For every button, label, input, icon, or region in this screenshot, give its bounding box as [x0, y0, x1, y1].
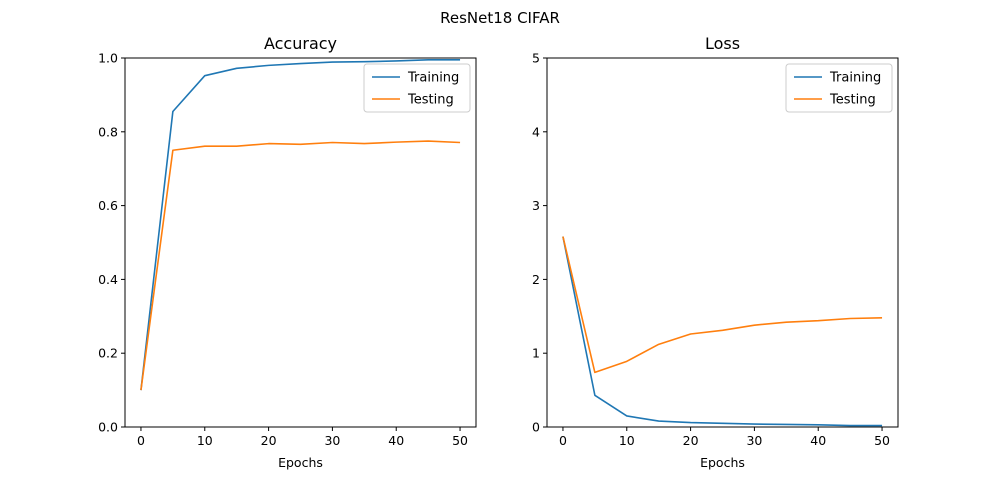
y-tick-label: 0.8 [98, 124, 118, 139]
x-tick-label: 20 [261, 433, 277, 448]
y-tick-label: 5 [532, 51, 540, 66]
legend-label-training: Training [829, 71, 881, 86]
legend: Training Testing [363, 63, 471, 113]
x-tick-label: 0 [559, 433, 567, 448]
axes-frame [124, 57, 477, 428]
legend-label-testing: Testing [829, 93, 876, 108]
y-tick-label: 0.4 [98, 272, 118, 287]
axes-frame [546, 57, 899, 428]
series-line-testing [562, 236, 883, 374]
subplot-loss: Loss 0 10 20 30 40 50 0 1 2 3 4 5 Epochs Training Testi… [532, 34, 899, 470]
y-tick-label: 0.0 [98, 420, 118, 435]
legend-label-training: Training [407, 71, 459, 86]
x-tick-label: 30 [746, 433, 762, 448]
x-tick-label: 40 [388, 433, 404, 448]
y-tick-label: 0.6 [98, 198, 118, 213]
x-tick-label: 30 [324, 433, 340, 448]
x-tick-label: 20 [683, 433, 699, 448]
x-tick-label: 0 [137, 433, 145, 448]
axes-title: Accuracy [264, 34, 337, 53]
x-tick-label: 10 [619, 433, 635, 448]
x-tick-label: 40 [810, 433, 826, 448]
figure-suptitle: ResNet18 CIFAR [440, 9, 560, 27]
series-line-testing [140, 140, 461, 391]
x-tick-label: 10 [197, 433, 213, 448]
axes-title: Loss [705, 34, 740, 53]
y-tick-label: 0.2 [98, 346, 118, 361]
x-axis-label: Epochs [278, 455, 323, 470]
x-tick-label: 50 [874, 433, 890, 448]
y-tick-label: 3 [532, 198, 540, 213]
y-tick-label: 1 [532, 346, 540, 361]
y-tick-label: 2 [532, 272, 540, 287]
legend-label-testing: Testing [407, 93, 454, 108]
series-line-training [140, 59, 461, 391]
x-tick-label: 50 [452, 433, 468, 448]
y-tick-label: 0 [532, 420, 540, 435]
x-axis-label: Epochs [700, 455, 745, 470]
legend-box [363, 63, 471, 113]
y-tick-label: 4 [532, 124, 540, 139]
subplot-accuracy: Accuracy 0 10 20 30 40 50 0.0 0.2 0.4 0.6 0.8 1.0 Epo… [98, 34, 477, 470]
y-tick-label: 1.0 [98, 51, 118, 66]
legend: Training Testing [785, 63, 893, 113]
series-line-training [562, 236, 883, 427]
legend-box [785, 63, 893, 113]
